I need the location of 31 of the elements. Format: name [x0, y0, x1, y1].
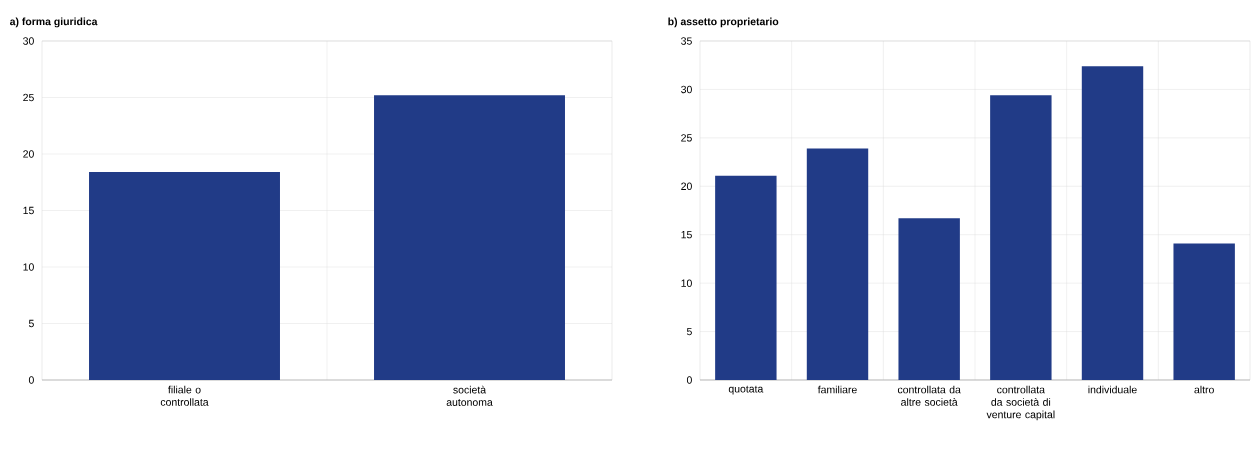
y-tick-label: 20 [23, 150, 34, 158]
y-tick-label: 35 [681, 37, 692, 45]
y-tick-label: 15 [23, 206, 34, 215]
x-tick-label: individuale [1088, 385, 1137, 394]
y-tick-label: 10 [681, 279, 692, 287]
y-tick-label: 0 [686, 376, 692, 384]
chart-title: b) assetto proprietario [668, 17, 779, 28]
bar [1173, 243, 1235, 380]
bar [1081, 66, 1144, 380]
y-tick-label: 25 [681, 134, 692, 142]
x-tick-label: controllata da altre società [897, 385, 961, 406]
y-tick-label: 25 [23, 93, 34, 102]
x-tick-label: familiare [817, 385, 857, 394]
y-tick-label: 0 [28, 376, 34, 384]
y-tick-label: 15 [681, 231, 692, 239]
y-tick-label: 30 [681, 85, 692, 94]
bar [898, 218, 960, 380]
y-tick-label: 5 [28, 319, 34, 328]
y-tick-label: 30 [23, 37, 34, 45]
y-tick-label: 5 [686, 327, 692, 336]
bar [806, 148, 869, 380]
x-tick-label: filiale o controllata [160, 385, 209, 406]
bar [990, 95, 1052, 380]
y-tick-label: 10 [23, 263, 34, 271]
y-tick-label: 20 [681, 182, 692, 190]
x-tick-label: controllata da società di venture capital [986, 385, 1055, 421]
chart-title: a) forma giuridica [10, 17, 98, 28]
x-tick-label: altro [1194, 385, 1214, 394]
bar [715, 175, 777, 380]
x-tick-label: quotata [728, 385, 764, 395]
x-tick-label: società autonoma [446, 385, 493, 406]
